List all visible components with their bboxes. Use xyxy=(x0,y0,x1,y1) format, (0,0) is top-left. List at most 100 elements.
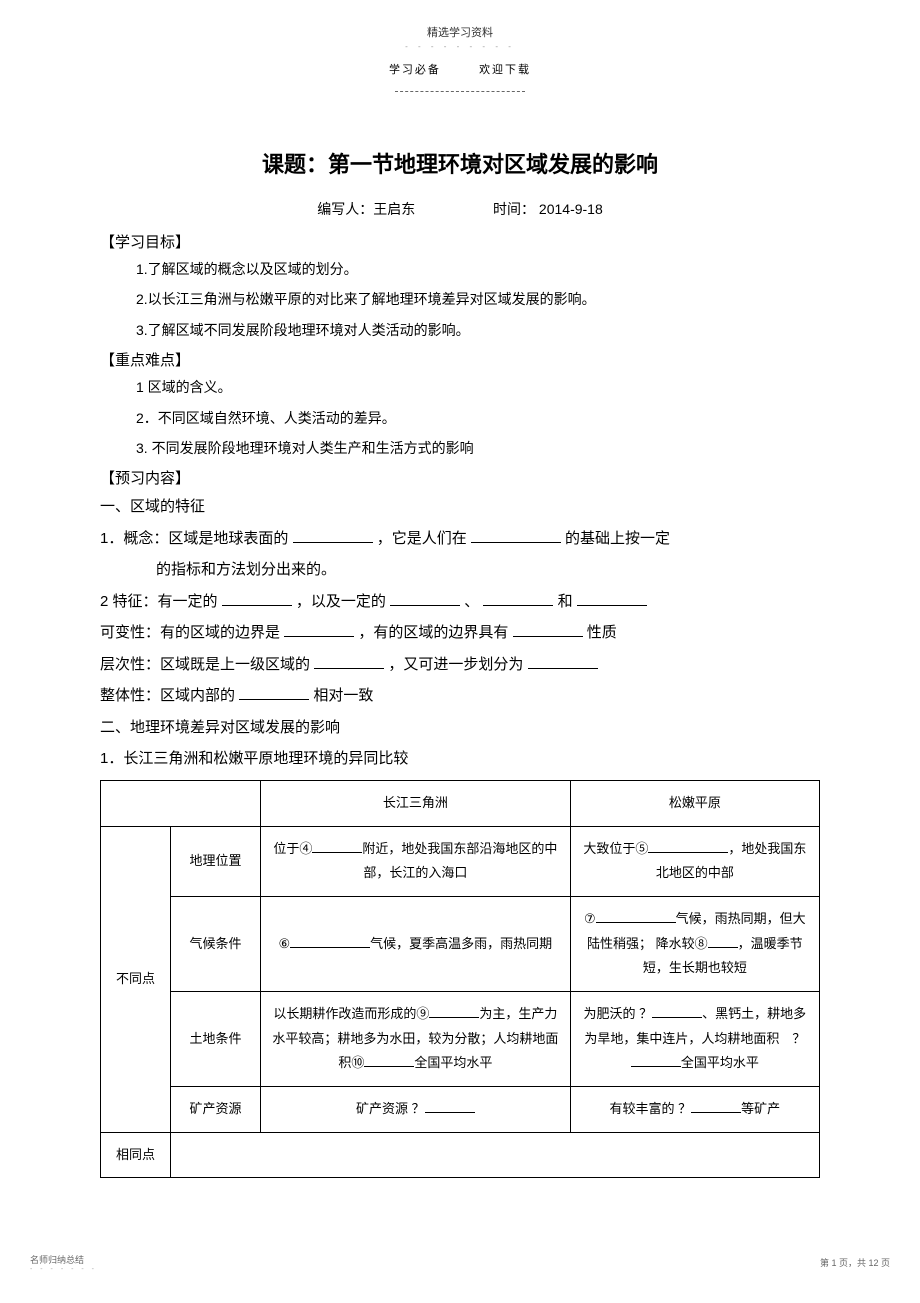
goal-item: 1.了解区域的概念以及区域的划分。 xyxy=(136,258,820,280)
text: 相对一致 xyxy=(313,687,373,704)
goals-heading: 【学习目标】 xyxy=(100,231,820,252)
empty-header xyxy=(101,780,261,826)
time-value: 2014-9-18 xyxy=(539,201,603,217)
blank xyxy=(284,622,354,637)
variability-line: 可变性：有的区域的边界是 ，有的区域的边界具有 性质 xyxy=(100,620,820,646)
blank xyxy=(691,1100,741,1113)
blank xyxy=(471,528,561,543)
blank xyxy=(483,591,553,606)
goal-item: 2.以长江三角洲与松嫩平原的对比来了解地理环境差异对区域发展的影响。 xyxy=(136,288,820,310)
footer-dots: - - - - - - - xyxy=(30,1266,97,1273)
same-label-cell: 相同点 xyxy=(101,1132,171,1178)
text: ，它是人们在 xyxy=(377,530,467,547)
blank xyxy=(390,591,460,606)
table-row: 相同点 xyxy=(101,1132,820,1178)
text: ，又可进一步划分为 xyxy=(388,656,523,673)
row-label: 矿产资源 xyxy=(171,1087,261,1133)
goal-item: 3.了解区域不同发展阶段地理环境对人类活动的影响。 xyxy=(136,319,820,341)
difficulty-item: 1 区域的含义。 xyxy=(136,376,820,398)
cell-b: 有较丰富的 ？ 等矿产 xyxy=(570,1087,819,1133)
blank xyxy=(314,654,384,669)
col-b-header: 松嫩平原 xyxy=(570,780,819,826)
text: 为肥沃的 ？ xyxy=(584,1006,653,1021)
hierarchy-line: 层次性：区域既是上一级区域的 ，又可进一步划分为 xyxy=(100,652,820,678)
sub2-line: 1．长江三角洲和松嫩平原地理环境的异同比较 xyxy=(100,746,820,772)
col-a-header: 长江三角洲 xyxy=(261,780,571,826)
text: 位于④ xyxy=(273,841,312,856)
blank xyxy=(652,1005,702,1018)
text: 全国平均水平 xyxy=(414,1055,492,1070)
header-sub: 学习必备 欢迎下载 xyxy=(0,61,920,77)
sub1-heading: 一、区域的特征 xyxy=(100,494,820,520)
header-top-text: 精选学习资料 xyxy=(0,0,920,40)
table-header-row: 长江三角洲 松嫩平原 xyxy=(101,780,820,826)
text: 附近，地处我国东部沿海地区的中部，长江的入海口 xyxy=(362,841,557,881)
feature-line: 2 特征：有一定的 ，以及一定的 、 和 xyxy=(100,589,820,615)
page-content: 课题：第一节地理环境对区域发展的影响 编写人：王启东 时间： 2014-9-18… xyxy=(0,97,920,1178)
row-label: 地理位置 xyxy=(171,826,261,896)
integrity-line: 整体性：区域内部的 相对一致 xyxy=(100,683,820,709)
difficulty-item: 3. 不同发展阶段地理环境对人类生产和生活方式的影响 xyxy=(136,437,820,459)
blank xyxy=(364,1054,414,1067)
blank xyxy=(290,935,370,948)
text: 的基础上按一定 xyxy=(565,530,670,547)
table-row: 不同点 地理位置 位于④附近，地处我国东部沿海地区的中部，长江的入海口 大致位于… xyxy=(101,826,820,896)
text: 2 特征：有一定的 xyxy=(100,593,218,610)
header-sub-right: 欢迎下载 xyxy=(479,64,531,76)
blank xyxy=(312,840,362,853)
blank xyxy=(577,591,647,606)
cell-b: 为肥沃的 ？、黑钙土，耕地多为旱地，集中连片，人均耕地面积 ？全国平均水平 xyxy=(570,991,819,1086)
blank xyxy=(425,1100,475,1113)
blank xyxy=(648,840,728,853)
text: ⑥ xyxy=(279,936,291,951)
footer-right: 第 1 页，共 12 页 xyxy=(820,1256,890,1269)
header-sub-left: 学习必备 xyxy=(389,64,441,76)
row-label: 气候条件 xyxy=(171,896,261,991)
text: 等矿产 xyxy=(741,1101,780,1116)
concept-line-cont: 的指标和方法划分出来的。 xyxy=(156,557,820,583)
blank xyxy=(222,591,292,606)
footer-left: 名师归纳总结 - - - - - - - xyxy=(30,1253,97,1273)
cell-b: ⑦气候，雨热同期，但大陆性稍强； 降水较⑧，温暖季节短，生长期也较短 xyxy=(570,896,819,991)
cell-a: 以长期耕作改造而形成的⑨为主，生产力水平较高；耕地多为水田，较为分散；人均耕地面… xyxy=(261,991,571,1086)
text: 层次性：区域既是上一级区域的 xyxy=(100,656,310,673)
text: 有较丰富的 ？ xyxy=(610,1101,692,1116)
text: 、 xyxy=(464,593,479,610)
same-cell xyxy=(171,1132,820,1178)
footer-left-text: 名师归纳总结 xyxy=(30,1253,97,1266)
author-name: 编写人：王启东 xyxy=(317,201,415,217)
text: 整体性：区域内部的 xyxy=(100,687,235,704)
table-row: 土地条件 以长期耕作改造而形成的⑨为主，生产力水平较高；耕地多为水田，较为分散；… xyxy=(101,991,820,1086)
blank xyxy=(631,1054,681,1067)
page-title: 课题：第一节地理环境对区域发展的影响 xyxy=(100,147,820,179)
text: ，以及一定的 xyxy=(296,593,386,610)
text: 和 xyxy=(558,593,573,610)
text: 以长期耕作改造而形成的⑨ xyxy=(273,1006,429,1021)
sub2-heading: 二、地理环境差异对区域发展的影响 xyxy=(100,715,820,741)
text: ，有的区域的边界具有 xyxy=(358,624,508,641)
blank xyxy=(293,528,373,543)
text: 1．概念：区域是地球表面的 xyxy=(100,530,288,547)
preview-heading: 【预习内容】 xyxy=(100,467,820,488)
cell-a: ⑥ 气候，夏季高温多雨，雨热同期 xyxy=(261,896,571,991)
text: 气候，夏季高温多雨，雨热同期 xyxy=(370,936,552,951)
blank xyxy=(708,935,738,948)
header-dots: - - - - - - - - - xyxy=(0,42,920,51)
blank xyxy=(513,622,583,637)
table-row: 气候条件 ⑥ 气候，夏季高温多雨，雨热同期 ⑦气候，雨热同期，但大陆性稍强； 降水… xyxy=(101,896,820,991)
blank xyxy=(528,654,598,669)
author-line: 编写人：王启东 时间： 2014-9-18 xyxy=(100,199,820,219)
text: 性质 xyxy=(587,624,617,641)
difficulty-item: 2．不同区域自然环境、人类活动的差异。 xyxy=(136,407,820,429)
difficulty-heading: 【重点难点】 xyxy=(100,349,820,370)
cell-a: 位于④ 附近，地处我国东部沿海地区的中部，长江的入海口 xyxy=(261,826,571,896)
text: 可变性：有的区域的边界是 xyxy=(100,624,280,641)
table-row: 矿产资源 矿产资源 ？ 有较丰富的 ？ 等矿产 xyxy=(101,1087,820,1133)
header-dash xyxy=(0,79,920,97)
text: 全国平均水平 xyxy=(681,1055,759,1070)
diff-label-cell: 不同点 xyxy=(101,826,171,1132)
concept-line: 1．概念：区域是地球表面的 ，它是人们在 的基础上按一定 xyxy=(100,526,820,552)
cell-a: 矿产资源 ？ xyxy=(261,1087,571,1133)
text: 大致位于⑤ xyxy=(583,841,648,856)
text: ⑦ xyxy=(584,911,596,926)
